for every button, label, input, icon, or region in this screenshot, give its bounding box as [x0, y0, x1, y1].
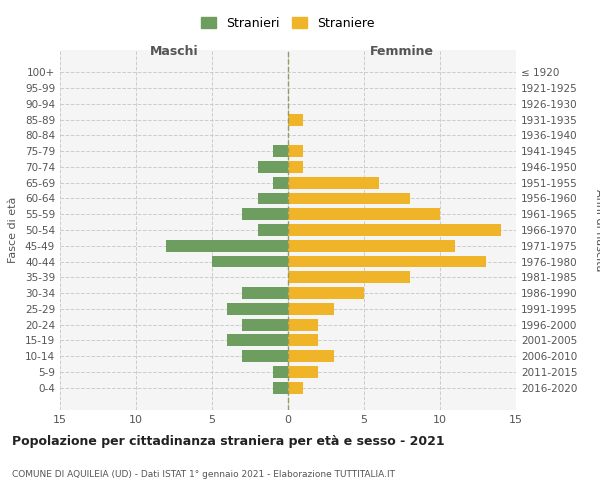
Bar: [288, 161, 303, 173]
Bar: [288, 145, 303, 157]
Bar: [257, 192, 288, 204]
Bar: [242, 318, 288, 330]
Text: Popolazione per cittadinanza straniera per età e sesso - 2021: Popolazione per cittadinanza straniera p…: [12, 435, 445, 448]
Bar: [288, 303, 334, 315]
Bar: [288, 318, 319, 330]
Bar: [288, 240, 455, 252]
Bar: [273, 145, 288, 157]
Bar: [288, 366, 319, 378]
Bar: [288, 208, 440, 220]
Bar: [212, 256, 288, 268]
Y-axis label: Anni di nascita: Anni di nascita: [594, 188, 600, 271]
Text: Maschi: Maschi: [149, 45, 199, 58]
Bar: [242, 208, 288, 220]
Bar: [288, 256, 485, 268]
Legend: Stranieri, Straniere: Stranieri, Straniere: [197, 13, 379, 34]
Bar: [288, 350, 334, 362]
Y-axis label: Fasce di età: Fasce di età: [8, 197, 18, 263]
Text: Femmine: Femmine: [370, 45, 434, 58]
Bar: [288, 177, 379, 188]
Bar: [288, 382, 303, 394]
Bar: [288, 287, 364, 299]
Bar: [227, 334, 288, 346]
Bar: [257, 224, 288, 236]
Bar: [166, 240, 288, 252]
Text: COMUNE DI AQUILEIA (UD) - Dati ISTAT 1° gennaio 2021 - Elaborazione TUTTITALIA.I: COMUNE DI AQUILEIA (UD) - Dati ISTAT 1° …: [12, 470, 395, 479]
Bar: [288, 114, 303, 126]
Bar: [288, 272, 410, 283]
Bar: [288, 192, 410, 204]
Bar: [257, 161, 288, 173]
Bar: [273, 366, 288, 378]
Bar: [227, 303, 288, 315]
Bar: [273, 177, 288, 188]
Bar: [288, 224, 501, 236]
Bar: [242, 350, 288, 362]
Bar: [288, 334, 319, 346]
Bar: [273, 382, 288, 394]
Bar: [242, 287, 288, 299]
